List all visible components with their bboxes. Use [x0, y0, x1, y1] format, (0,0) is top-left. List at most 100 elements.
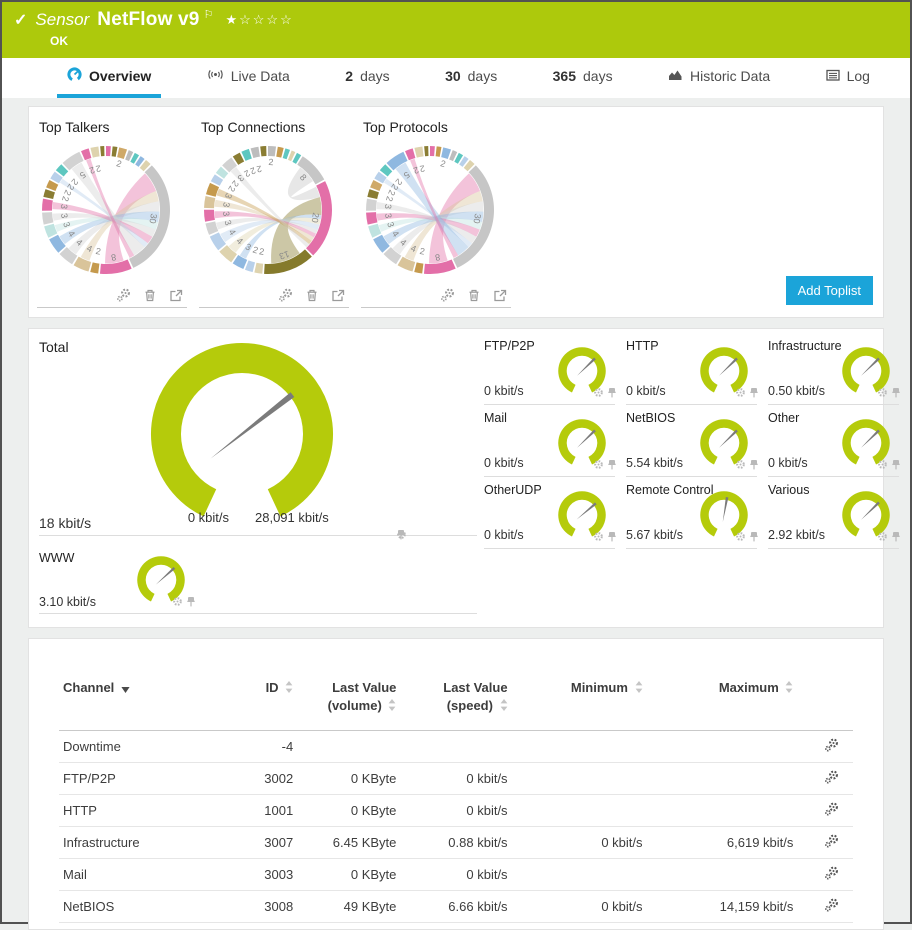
pin-icon[interactable]: [891, 531, 901, 542]
svg-text:3: 3: [385, 221, 396, 229]
tab-bar: Overview Live Data 2 days 30 days 365 days Histo…: [2, 58, 910, 98]
total-gauge[interactable]: 0 kbit/s 28,091 kbit/s: [127, 341, 406, 540]
svg-text:3: 3: [221, 211, 231, 217]
cell-speed: 0.88 kbit/s: [400, 826, 512, 860]
settings-gears-icon[interactable]: [278, 288, 293, 302]
column-header-minimum[interactable]: Minimum: [511, 665, 647, 732]
column-header-maximum[interactable]: Maximum: [646, 665, 798, 732]
cell-min: 0 kbit/s: [511, 890, 647, 924]
toplist-toolbar: [361, 286, 511, 308]
delete-icon[interactable]: [143, 289, 157, 302]
channel-settings-gears-icon[interactable]: [824, 898, 839, 915]
chart-icon: [668, 68, 683, 84]
channel-value: 0 kbit/s: [484, 528, 524, 542]
tab-overview[interactable]: Overview: [57, 58, 162, 98]
pin-icon[interactable]: [186, 596, 196, 607]
tab-2-days[interactable]: 2 days: [335, 58, 399, 98]
tab-live-data[interactable]: Live Data: [197, 58, 300, 98]
svg-text:2: 2: [412, 165, 420, 176]
column-header-channel[interactable]: Channel: [59, 665, 234, 732]
table-row: Mail 3003 0 KByte 0 kbit/s: [59, 858, 853, 892]
svg-text:2: 2: [419, 163, 426, 174]
cell-channel: Infrastructure: [59, 826, 234, 860]
channel-gauge[interactable]: [555, 416, 616, 470]
cell-min: [511, 794, 647, 828]
www-gauge-block: WWW 3.10 kbit/s: [39, 547, 477, 614]
channel-gauge[interactable]: [555, 488, 616, 542]
gear-icon[interactable]: [877, 387, 888, 398]
channel-settings-gears-icon[interactable]: [824, 738, 839, 755]
svg-text:2: 2: [60, 195, 71, 202]
gauge-max-label: 28,091 kbit/s: [255, 510, 329, 525]
svg-text:2: 2: [88, 165, 96, 176]
tab-label: Log: [846, 68, 870, 84]
cell-channel: NetBIOS: [59, 890, 234, 924]
channel-gauge[interactable]: [697, 416, 758, 470]
svg-text:4: 4: [74, 237, 84, 248]
pin-icon[interactable]: [749, 531, 759, 542]
gear-icon[interactable]: [593, 459, 604, 470]
pin-icon[interactable]: [749, 387, 759, 398]
column-header-id[interactable]: ID: [233, 665, 298, 732]
pin-icon[interactable]: [607, 459, 617, 470]
column-header-last-value-volume-[interactable]: Last Value (volume): [297, 665, 401, 732]
gear-icon[interactable]: [735, 387, 746, 398]
open-external-icon[interactable]: [493, 289, 507, 302]
column-header-last-value-speed-[interactable]: Last Value (speed): [400, 665, 512, 732]
pin-icon[interactable]: [749, 459, 759, 470]
channel-gauge[interactable]: [839, 344, 900, 398]
channel-gauge[interactable]: [697, 488, 758, 542]
channel-gauge[interactable]: [555, 344, 616, 398]
priority-rating[interactable]: ★☆☆☆☆: [225, 12, 294, 27]
cell-min: 0 kbit/s: [511, 826, 647, 860]
pin-icon[interactable]: [891, 387, 901, 398]
gear-icon[interactable]: [593, 387, 604, 398]
gauge-icon: [67, 67, 82, 85]
svg-text:4: 4: [409, 243, 418, 254]
svg-text:3: 3: [244, 241, 253, 252]
gear-icon[interactable]: [877, 531, 888, 542]
channel-name: Other: [768, 411, 800, 425]
gauge-cell-remote-control: Remote Control 5.67 kbit/s: [626, 477, 758, 549]
channel-settings-gears-icon[interactable]: [824, 770, 839, 787]
tab-30-days[interactable]: 30 days: [435, 58, 507, 98]
svg-text:3: 3: [59, 204, 69, 210]
pin-icon[interactable]: [607, 531, 617, 542]
delete-icon[interactable]: [305, 289, 319, 302]
gauge-tools: [735, 531, 759, 542]
channel-gauge[interactable]: [134, 553, 195, 607]
cell-max: [646, 794, 798, 828]
delete-icon[interactable]: [467, 289, 481, 302]
channel-settings-gears-icon[interactable]: [824, 802, 839, 819]
channel-gauge[interactable]: [839, 488, 900, 542]
gauge-cell-other: Other 0 kbit/s: [768, 405, 900, 477]
gear-icon[interactable]: [735, 459, 746, 470]
gear-icon[interactable]: [593, 531, 604, 542]
svg-text:3: 3: [221, 202, 232, 208]
svg-text:2: 2: [95, 246, 102, 257]
channel-settings-gears-icon[interactable]: [824, 866, 839, 883]
channel-gauge[interactable]: [697, 344, 758, 398]
pin-icon[interactable]: [607, 387, 617, 398]
open-external-icon[interactable]: [331, 289, 345, 302]
gear-icon[interactable]: [172, 596, 183, 607]
pin-icon[interactable]: [891, 459, 901, 470]
tab-log[interactable]: Log: [816, 58, 880, 98]
gear-icon[interactable]: [735, 531, 746, 542]
open-external-icon[interactable]: [169, 289, 183, 302]
add-toplist-button[interactable]: Add Toplist: [785, 276, 873, 305]
svg-text:2: 2: [230, 178, 241, 188]
gear-icon[interactable]: [877, 459, 888, 470]
channel-gauge[interactable]: [839, 416, 900, 470]
tab-historic-data[interactable]: Historic Data: [658, 58, 780, 98]
cell-speed: 6.66 kbit/s: [400, 890, 512, 924]
flag-icon[interactable]: ⚐: [203, 9, 214, 21]
channel-settings-gears-icon[interactable]: [824, 834, 839, 851]
settings-gears-icon[interactable]: [116, 288, 131, 302]
tab-365-days[interactable]: 365 days: [543, 58, 623, 98]
svg-text:2: 2: [393, 177, 404, 187]
settings-gears-icon[interactable]: [440, 288, 455, 302]
